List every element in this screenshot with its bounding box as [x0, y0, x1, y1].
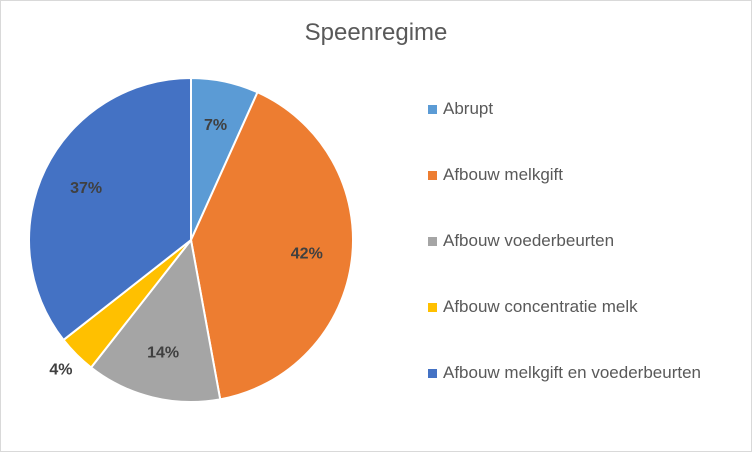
legend-swatch: [428, 171, 437, 180]
data-label-afbouw-voederbeurten: 14%: [147, 345, 179, 362]
pie-slice-afbouw-voederbeurten: [89, 237, 222, 403]
data-label-abrupt: 7%: [204, 117, 227, 134]
legend-swatch: [428, 303, 437, 312]
legend-label: Afbouw voederbeurten: [443, 231, 615, 250]
legend-label: Afbouw concentratie melk: [443, 297, 638, 316]
data-label-afbouw-melkgift-en-voederbeurten: 37%: [70, 180, 102, 197]
legend-swatch: [428, 237, 437, 246]
pie-slice-afbouw-melkgift: [189, 90, 354, 401]
legend-label: Abrupt: [443, 99, 494, 118]
legend-swatch: [428, 369, 437, 378]
data-label-afbouw-concentratie-melk: 4%: [49, 361, 72, 378]
data-label-afbouw-melkgift: 42%: [291, 245, 323, 262]
legend-swatch: [428, 105, 437, 114]
pie-slice-afbouw-melkgift-en-voederbeurten: [28, 76, 192, 342]
chart-title: Speenregime: [304, 19, 448, 46]
legend-label: Afbouw melkgift: [443, 165, 563, 184]
legend-label: Afbouw melkgift en voederbeurten: [443, 363, 701, 382]
